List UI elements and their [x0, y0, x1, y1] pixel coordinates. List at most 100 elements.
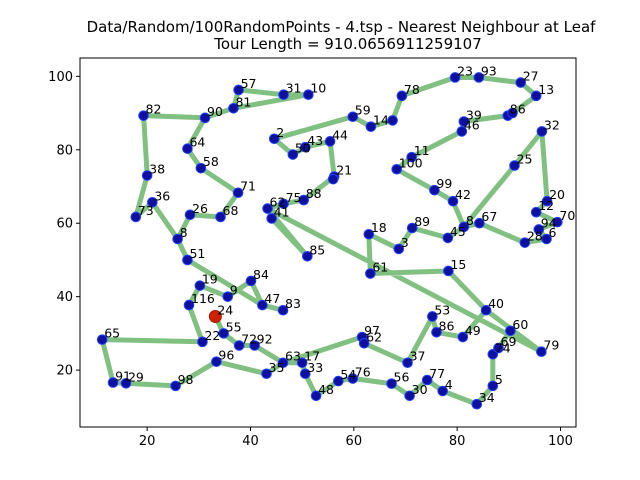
city-point: [393, 243, 405, 255]
city-point: [429, 184, 440, 196]
city-point: [296, 357, 308, 369]
city-point: [211, 356, 222, 367]
city-point: [530, 206, 542, 218]
city-point: [262, 203, 273, 214]
city-label: 76: [355, 365, 371, 380]
city-point: [120, 378, 132, 389]
city-label: 77: [429, 366, 445, 381]
city-point: [431, 326, 442, 338]
city-point: [387, 115, 398, 126]
city-label: 62: [270, 195, 286, 210]
city-label: 96: [218, 348, 234, 363]
city-point: [170, 380, 181, 392]
city-points-layer: [96, 72, 563, 410]
city-point: [249, 340, 260, 351]
city-point: [138, 110, 149, 121]
city-label: 67: [481, 209, 497, 224]
city-point: [182, 143, 193, 154]
city-label: 13: [538, 82, 554, 97]
city-label: 17: [304, 349, 320, 364]
city-point: [232, 187, 244, 199]
city-label: 70: [559, 208, 575, 223]
city-label: 62: [366, 329, 382, 344]
city-point: [480, 304, 492, 316]
city-label: 50: [295, 141, 311, 156]
city-label: 55: [226, 319, 242, 334]
city-point: [266, 213, 277, 224]
city-point: [277, 357, 289, 369]
city-point: [195, 162, 207, 174]
y-tick-label: 40: [56, 290, 73, 305]
city-point: [299, 141, 311, 153]
city-point: [402, 357, 413, 369]
city-label: 5: [495, 372, 503, 387]
city-label: 85: [309, 242, 325, 257]
start-point: [208, 309, 222, 323]
x-tick-label: 60: [346, 434, 363, 449]
city-point: [487, 380, 499, 392]
city-point: [197, 336, 208, 348]
city-point: [536, 346, 547, 358]
city-point: [298, 194, 310, 206]
city-label: 73: [138, 203, 154, 218]
city-label: 65: [104, 326, 120, 341]
city-point: [437, 385, 449, 397]
city-label: 92: [257, 331, 273, 346]
city-point: [268, 133, 280, 145]
city-label: 27: [523, 69, 539, 84]
city-label: 48: [318, 382, 334, 397]
city-point: [396, 90, 408, 102]
city-point: [471, 398, 483, 410]
city-point: [233, 340, 245, 351]
city-label: 91: [115, 369, 131, 384]
city-label: 99: [436, 176, 452, 191]
city-label: 29: [128, 369, 144, 384]
city-point: [324, 136, 336, 147]
city-label: 11: [414, 143, 430, 158]
city-point: [509, 160, 520, 171]
city-point: [215, 211, 226, 223]
city-label: 44: [332, 127, 348, 142]
city-label: 88: [306, 186, 322, 201]
city-point: [228, 103, 239, 114]
city-label: 82: [146, 102, 162, 117]
city-label: 59: [355, 103, 371, 118]
city-label: 71: [240, 179, 256, 194]
city-label: 6: [549, 225, 557, 240]
city-point: [183, 299, 195, 311]
city-point: [515, 77, 527, 88]
city-label: 46: [464, 117, 480, 132]
city-point: [421, 374, 433, 386]
city-point: [458, 116, 470, 127]
city-point: [182, 254, 193, 266]
city-point: [278, 198, 289, 210]
city-label: 2: [276, 125, 284, 140]
city-label: 38: [149, 161, 165, 176]
city-label: 23: [457, 63, 473, 78]
city-label: 4: [445, 377, 453, 392]
city-point: [391, 163, 403, 175]
city-point: [447, 195, 459, 207]
city-label: 69: [501, 334, 517, 349]
city-label: 64: [189, 135, 205, 150]
city-label: 41: [274, 204, 290, 219]
x-tick-label: 40: [242, 434, 259, 449]
city-point: [449, 72, 461, 83]
city-label: 53: [434, 302, 450, 317]
city-label: 57: [241, 76, 257, 91]
city-label: 20: [549, 187, 565, 202]
city-point: [147, 196, 158, 208]
y-tick-label: 100: [48, 70, 73, 85]
city-label: 33: [307, 360, 323, 375]
city-label: 51: [189, 246, 205, 261]
city-label: 31: [286, 81, 302, 96]
city-label: 63: [285, 349, 301, 364]
city-point: [363, 228, 375, 240]
city-label: 24: [217, 302, 233, 317]
city-point: [493, 342, 504, 354]
city-point: [457, 331, 469, 343]
city-label: 21: [336, 163, 352, 178]
city-label: 28: [527, 229, 543, 244]
city-label: 26: [192, 201, 208, 216]
